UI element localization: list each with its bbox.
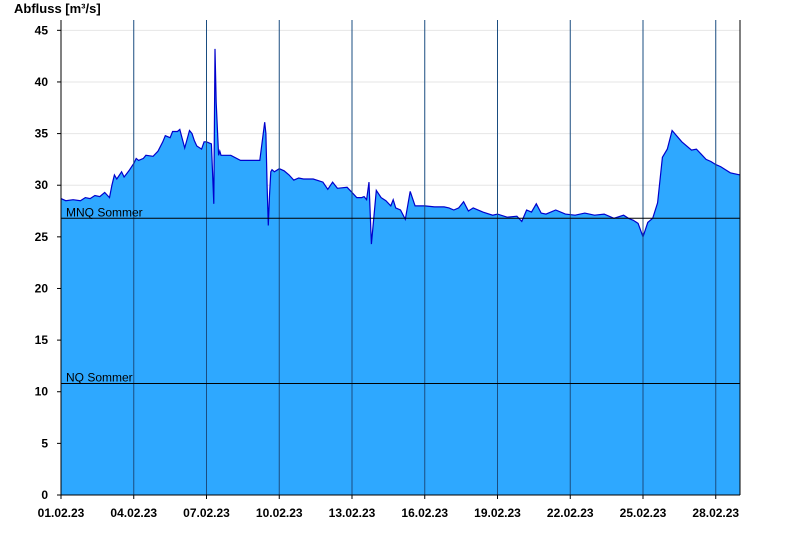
reference-lines: MNQ Sommer NQ Sommer <box>61 205 740 384</box>
x-tick-label: 25.02.23 <box>620 506 667 520</box>
x-tick-label: 22.02.23 <box>547 506 594 520</box>
x-tick-label: 04.02.23 <box>110 506 157 520</box>
x-tick-label: 07.02.23 <box>183 506 230 520</box>
y-tick-label: 10 <box>35 385 49 399</box>
y-tick-label: 25 <box>35 230 49 244</box>
reference-line-label: NQ Sommer <box>66 370 133 384</box>
y-tick-label: 30 <box>35 178 49 192</box>
x-tick-labels: 01.02.23 04.02.23 07.02.23 10.02.23 13.02.23… <box>38 506 740 520</box>
y-tick-label: 15 <box>35 333 49 347</box>
y-tick-label: 40 <box>35 75 49 89</box>
y-tick-label: 0 <box>41 488 48 502</box>
y-tick-label: 20 <box>35 281 49 295</box>
series-line <box>60 48 741 245</box>
series-area-fill <box>61 48 740 496</box>
x-tick-label: 19.02.23 <box>474 506 521 520</box>
y-tick-label: 45 <box>35 23 49 37</box>
day-marker-lines <box>133 20 717 495</box>
y-tick-labels: 0 5 10 15 20 25 30 35 40 45 <box>35 23 49 502</box>
x-tick-label: 01.02.23 <box>38 506 85 520</box>
y-tick-label: 5 <box>41 436 48 450</box>
x-tick-label: 28.02.23 <box>692 506 739 520</box>
series-area <box>60 48 741 496</box>
y-axis-label: Abfluss [m³/s] <box>14 1 101 16</box>
axes <box>57 20 741 499</box>
y-tick-label: 35 <box>35 127 49 141</box>
x-tick-label: 13.02.23 <box>329 506 376 520</box>
x-tick-label: 10.02.23 <box>256 506 303 520</box>
reference-line-label: MNQ Sommer <box>66 205 143 219</box>
x-tick-label: 16.02.23 <box>401 506 448 520</box>
